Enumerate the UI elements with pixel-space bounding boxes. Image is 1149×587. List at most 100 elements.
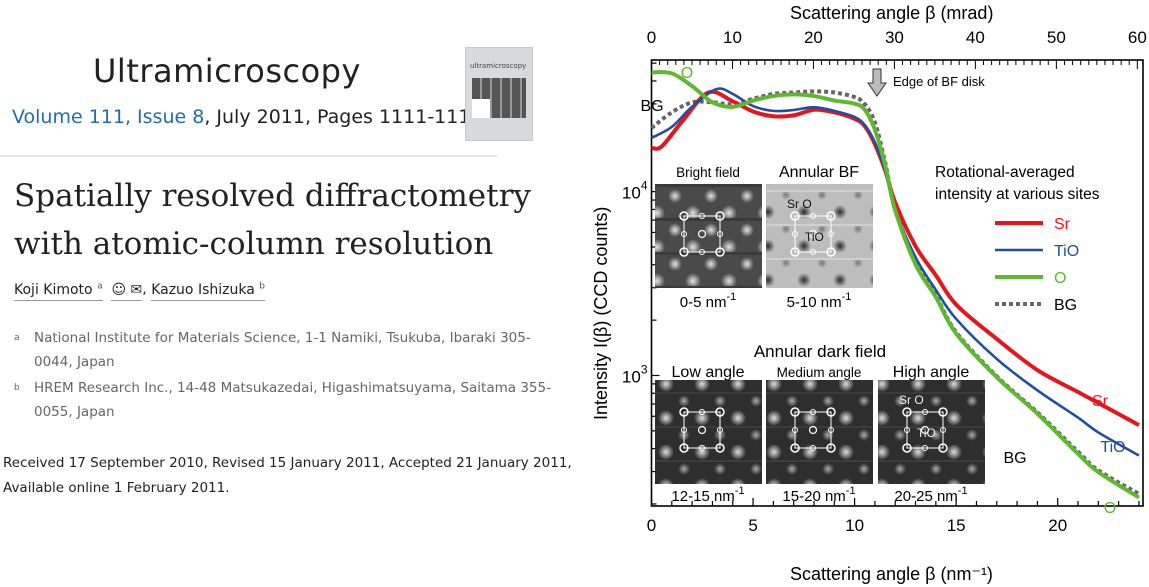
sr-site-marker [902,407,912,417]
inset-title: Medium angle [777,365,862,380]
x-tick-label: 15 [947,516,966,535]
down-arrow-icon [867,68,887,97]
sr-site-marker [715,247,725,257]
x-tick-label: 10 [845,516,864,535]
o-site-marker [717,231,723,237]
site-label: Sr O [899,393,924,407]
tio-site-marker [808,425,818,435]
inset-range: 0-5 nm-1 [680,291,736,311]
curve-label-o: O [1104,500,1116,517]
sr-site-marker [715,443,725,453]
sr-site-marker [826,407,836,417]
affiliation-b: b HREM Research Inc., 14-48 Matsukazedai,… [14,376,554,424]
o-site-marker [810,249,816,255]
title-line-2: with atomic-column resolution [14,226,494,262]
tio-site-marker [920,425,930,435]
curve-label-bg: BG [1003,450,1026,467]
legend-label-sr: Sr [1054,216,1071,233]
inset-title: High angle [893,364,970,381]
dates-line-2: Available online 1 February 2011. [3,480,230,496]
affil-mark: b [259,281,265,291]
volume-line: Volume 111, Issue 8, July 2011, Pages 11… [12,106,483,128]
series-line-o [651,70,1140,500]
legend-title-line-1: Rotational-averaged [935,164,1075,181]
journal-name[interactable]: Ultramicroscopy [93,52,361,90]
corresponding-author-icons[interactable]: ☺ ✉ [111,281,143,301]
y-tick-label: 104 [622,179,648,203]
o-site-marker [792,231,798,237]
volume-issue-link[interactable]: Volume 111, Issue 8 [12,106,205,128]
sr-site-marker [790,211,800,221]
x-tick-label: 0 [647,516,656,535]
unit-cell-outline [794,411,832,449]
sr-site-marker [938,443,948,453]
o-site-marker [699,445,705,451]
cover-blank [472,99,490,118]
y-tick-label: 103 [622,362,648,386]
legend-label-tio: TiO [1054,243,1079,260]
x-tick-label: 20 [1048,516,1067,535]
o-site-marker [717,427,723,433]
title-line-1: Spatially resolved diffractometry [14,178,531,214]
intensity-chart: 0 5 10 15 20 0 10 20 30 40 50 60 103 104 Bright field… [591,3,1147,584]
x2-tick-label: 50 [1047,28,1066,47]
sr-site-marker [790,407,800,417]
unit-cell-outline [683,411,721,449]
divider [0,155,497,157]
site-label: Sr O [787,197,812,211]
article-title: Spatially resolved diffractometry with a… [14,172,531,268]
inset-title: Annular BF [779,164,859,181]
sr-site-marker [715,407,725,417]
sr-site-marker [679,443,689,453]
inset-bright-field: Bright field 0-5 nm-1 [655,165,762,311]
author-link[interactable]: Kazuo Ishizuka b [151,281,265,301]
y-axis-title: Intensity I(β) (CCD counts) [591,207,611,420]
sr-site-marker [902,443,912,453]
o-site-marker [699,213,705,219]
o-site-marker [699,409,705,415]
inset-high-angle: Sr O TiO High angle 20-25 nm-1 [878,364,985,505]
sr-site-marker [679,247,689,257]
micrograph-image [655,184,762,288]
author-name: Kazuo Ishizuka [151,281,255,298]
micrograph-image [766,380,873,484]
curve-label-bg: BG [640,98,663,115]
micrograph-image [655,380,762,484]
o-site-marker [810,213,816,219]
legend-title-line-2: intensity at various sites [935,186,1100,203]
affil-text: National Institute for Materials Science… [34,330,531,370]
sr-site-marker [679,407,689,417]
person-icon: ☺ [111,281,127,298]
affil-text: HREM Research Inc., 14-48 Matsukazedai, … [34,380,551,420]
x2-tick-label: 20 [804,28,823,47]
inset-medium-angle: Medium angle 15-20 nm-1 [766,365,873,505]
curve-label-sr: Sr [1092,393,1109,410]
affil-mark: a [97,281,103,291]
inset-range: 5-10 nm-1 [787,291,852,311]
top-axis-title: Scattering angle β (mrad) [790,3,993,23]
curve-label-o: O [681,65,693,82]
journal-cover-thumbnail[interactable]: ultramicroscopy [465,47,533,141]
author-name: Koji Kimoto [14,281,93,298]
sr-site-marker [938,407,948,417]
tio-site-marker [697,425,707,435]
x2-tick-label: 0 [647,28,656,47]
envelope-icon: ✉ [130,281,143,298]
inset-title: Bright field [676,165,740,180]
o-site-marker [828,427,834,433]
affiliation-a: a National Institute for Materials Scienc… [14,326,554,374]
sr-site-marker [715,211,725,221]
o-site-marker [681,231,687,237]
legend-label-bg: BG [1054,297,1077,314]
inset-range: 12-15 nm-1 [671,485,744,505]
o-site-marker [922,409,928,415]
dates-line-1: Received 17 September 2010, Revised 15 J… [3,455,572,471]
tio-site-marker [808,229,818,239]
inset-range: 20-25 nm-1 [894,485,967,505]
o-site-marker [792,427,798,433]
o-site-marker [904,427,910,433]
unit-cell-outline [906,411,944,449]
author-link[interactable]: Koji Kimoto a [14,281,103,301]
affil-mark: a [14,333,20,343]
legend: Rotational-averaged intensity at various… [935,164,1100,314]
